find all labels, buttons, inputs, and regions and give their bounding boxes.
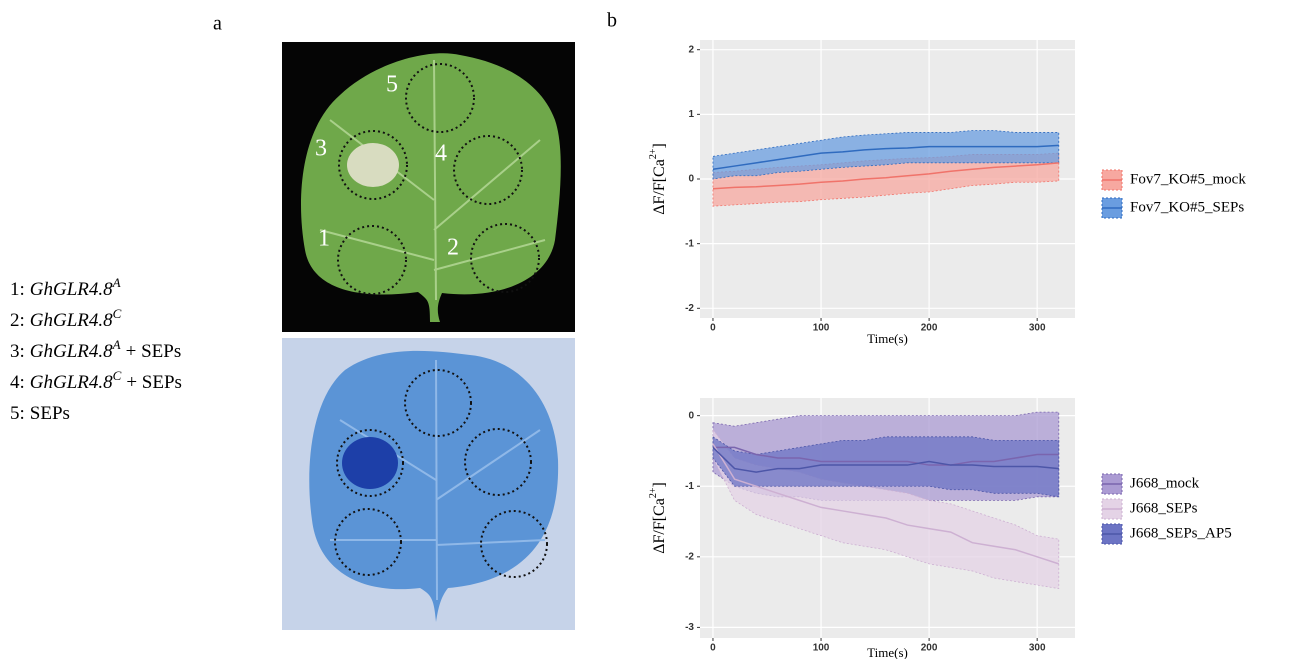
- key-index: 5:: [10, 403, 25, 424]
- key-index: 1:: [10, 279, 25, 300]
- spot-label: 5: [386, 72, 398, 98]
- spot-label: 3: [315, 136, 327, 162]
- legend-label: J668_SEPs: [1130, 500, 1198, 516]
- leaf: [301, 53, 561, 322]
- key: 1: GhGLR4.8A2: GhGLR4.8C3: GhGLR4.8A + SEPs4…: [10, 275, 182, 424]
- y-tick-label: 1: [688, 109, 694, 120]
- key-index: 3:: [10, 341, 25, 362]
- key-allele: A: [112, 275, 121, 290]
- x-tick-label: 200: [921, 323, 938, 334]
- spot-labels: 1 2 3 4 5: [315, 72, 459, 261]
- line: [712, 162, 1059, 190]
- x-axis-title: Time(s): [867, 331, 908, 346]
- stain: [342, 437, 398, 489]
- y-axis-title-main: ΔF/F[Ca: [651, 159, 668, 215]
- ribbon: [712, 428, 1060, 590]
- y-tick-label: 2: [688, 44, 694, 55]
- key-allele: C: [113, 306, 122, 321]
- y-axis-title-main: ΔF/F[Ca: [651, 498, 668, 554]
- key-item: 2: GhGLR4.8C: [10, 306, 122, 331]
- lesion: [347, 143, 399, 187]
- x-axis-title: Time(s): [867, 645, 908, 659]
- legend-label: J668_mock: [1130, 475, 1200, 491]
- y-axis-title-end: ]: [651, 143, 668, 148]
- key-gene: GhGLR4.8: [30, 341, 113, 362]
- key-allele: C: [113, 368, 122, 383]
- legend-label: Fov7_KO#5_SEPs: [1130, 199, 1244, 215]
- spots: [334, 63, 548, 578]
- key-suffix: + SEPs: [126, 372, 182, 393]
- spot-label: 2: [447, 235, 459, 261]
- panel-label: b: [607, 10, 617, 32]
- line: [712, 446, 1059, 466]
- x-tick-label: 100: [813, 323, 830, 334]
- key-item: 3: GhGLR4.8A + SEPs: [10, 337, 181, 362]
- x-tick-label: 300: [1029, 643, 1046, 654]
- key-gene: GhGLR4.8: [30, 310, 113, 331]
- key-gene: GhGLR4.8: [30, 279, 113, 300]
- y-axis-title-sup: 2+: [648, 487, 659, 498]
- line: [712, 443, 1060, 565]
- x-tick-label: 0: [710, 643, 716, 654]
- ribbon: [712, 436, 1060, 498]
- key-index: 2:: [10, 310, 25, 331]
- key-item: 1: GhGLR4.8A: [10, 275, 121, 300]
- y-tick-label: 0: [688, 174, 694, 185]
- key-gene: GhGLR4.8: [30, 372, 113, 393]
- x-tick-label: 200: [921, 643, 938, 654]
- key-item: 4: GhGLR4.8C + SEPs: [10, 368, 182, 393]
- y-axis-title: ΔF/F[Ca2+]: [648, 482, 667, 554]
- x-tick-label: 100: [813, 643, 830, 654]
- y-tick-label: -1: [685, 481, 694, 492]
- x-tick-label: 300: [1029, 323, 1046, 334]
- key-suffix: + SEPs: [126, 341, 182, 362]
- y-tick-label: 0: [688, 410, 694, 421]
- y-tick-label: -2: [685, 551, 694, 562]
- spot-label: 4: [435, 141, 447, 167]
- y-tick-label: -2: [685, 303, 694, 314]
- key-index: 4:: [10, 372, 25, 393]
- key-suffix: SEPs: [30, 403, 70, 424]
- y-axis-title: ΔF/F[Ca2+]: [648, 143, 667, 215]
- y-axis-title-sup: 2+: [648, 148, 659, 159]
- key-allele: A: [112, 337, 121, 352]
- line: [712, 144, 1059, 171]
- legend-label: J668_SEPs_AP5: [1130, 525, 1232, 541]
- leaf: [309, 350, 559, 622]
- legend-label: Fov7_KO#5_mock: [1130, 171, 1246, 187]
- panel-label: a: [213, 13, 222, 35]
- spot-label: 1: [318, 226, 330, 252]
- ribbon: [712, 130, 1060, 180]
- y-tick-label: -1: [685, 238, 694, 249]
- line: [712, 446, 1059, 473]
- x-tick-label: 0: [710, 323, 716, 334]
- key-item: 5: SEPs: [10, 403, 70, 424]
- y-tick-label: -3: [685, 622, 694, 633]
- y-axis-title-end: ]: [651, 482, 668, 487]
